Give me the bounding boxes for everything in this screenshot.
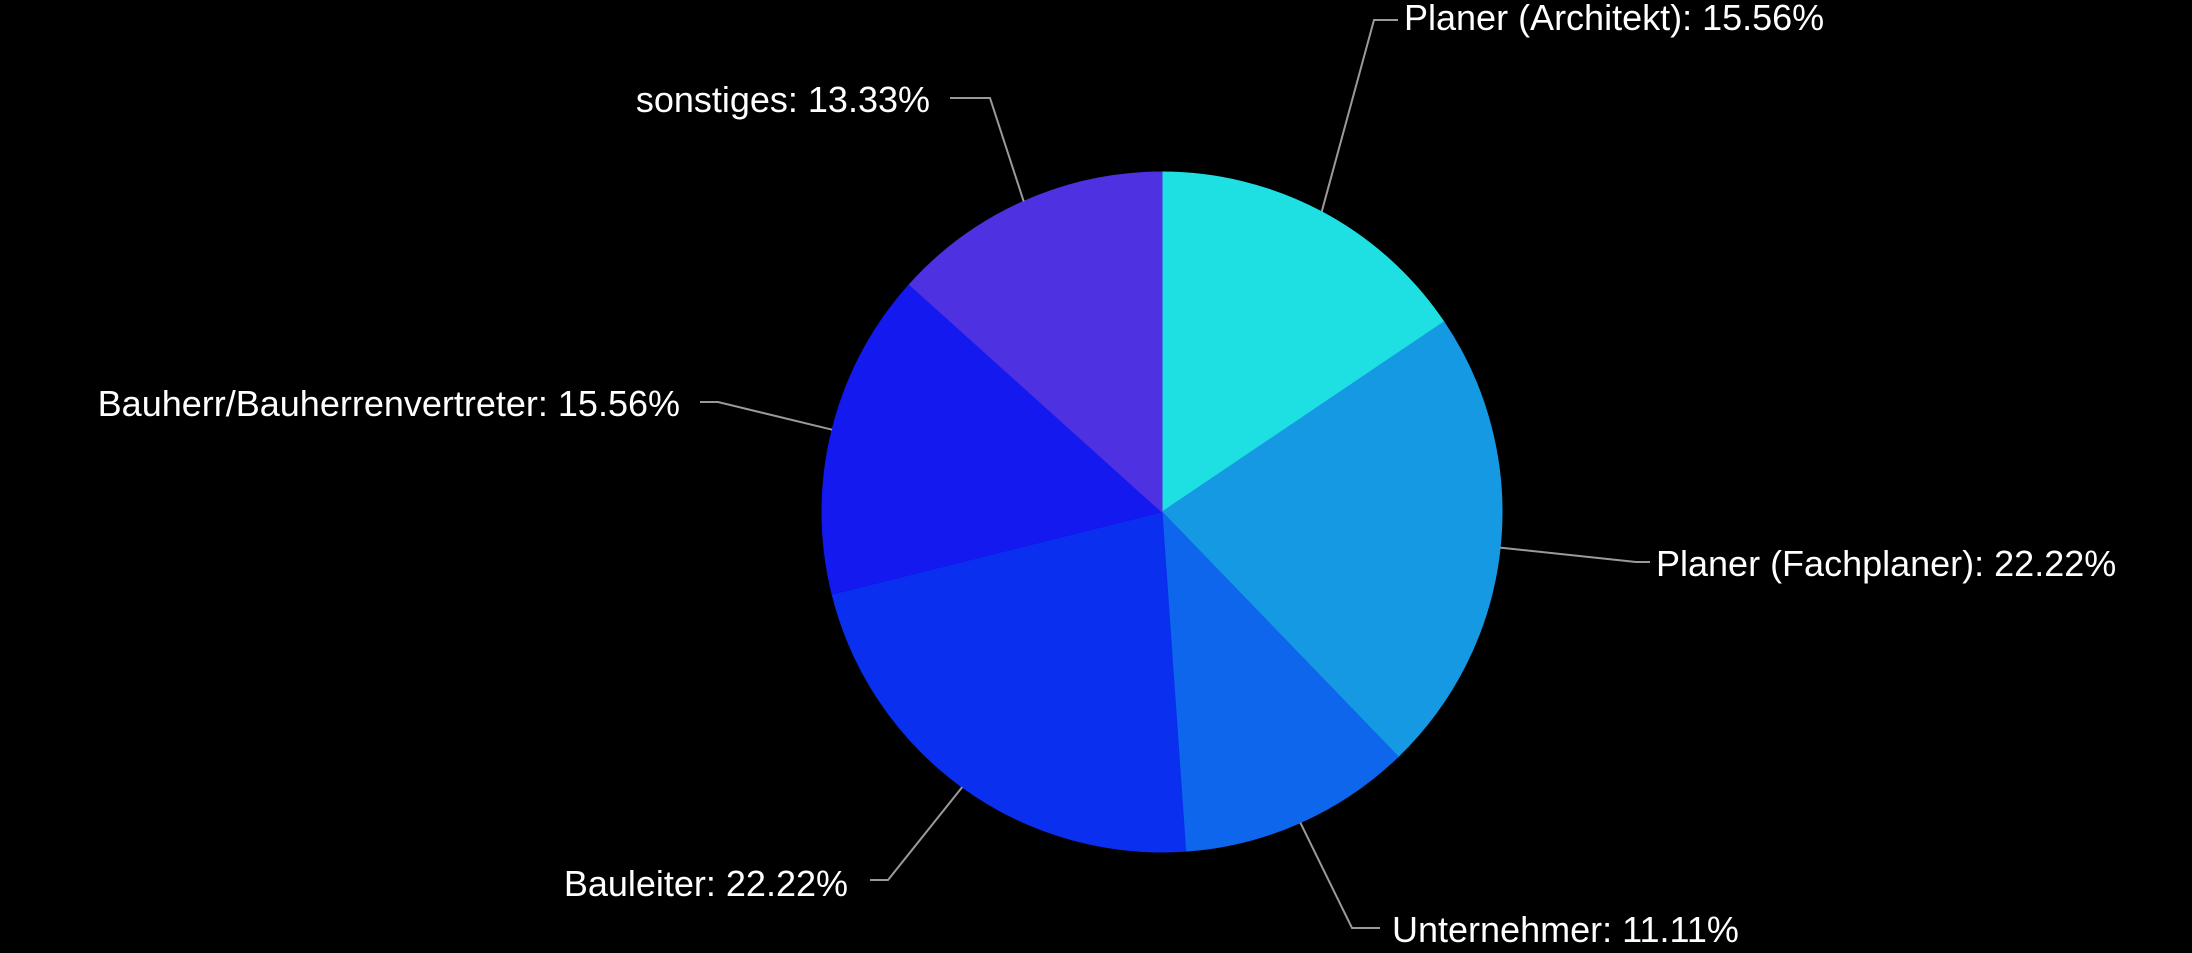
pie-slice-sonstiges bbox=[908, 171, 1163, 514]
leader-line-unternehmer bbox=[1299, 822, 1380, 929]
leader-line-sonstiges bbox=[950, 97, 1025, 202]
pie-slice-planer-architekt bbox=[1161, 171, 1445, 513]
leader-line-planer-fachplaner bbox=[1499, 546, 1650, 563]
pie-slices bbox=[821, 171, 1503, 853]
leader-line-bauherr-bauherrenvertreter bbox=[700, 401, 833, 431]
leader-line-planer-architekt bbox=[1320, 19, 1398, 213]
slice-label-bauherr-bauherrenvertreter: Bauherr/Bauherrenvertreter: 15.56% bbox=[98, 383, 680, 424]
leader-lines bbox=[700, 19, 1650, 929]
slice-label-unternehmer: Unternehmer: 11.11% bbox=[1392, 909, 1739, 950]
pie-slice-planer-fachplaner bbox=[1161, 321, 1503, 758]
pie-slice-bauleiter bbox=[831, 511, 1187, 853]
leader-line-bauleiter bbox=[870, 786, 963, 881]
slice-labels: Planer (Architekt): 15.56% Planer (Fachpl… bbox=[98, 0, 2117, 950]
slice-label-planer-architekt: Planer (Architekt): 15.56% bbox=[1404, 0, 1824, 38]
slice-label-sonstiges: sonstiges: 13.33% bbox=[636, 79, 930, 120]
pie-slice-unternehmer bbox=[1161, 510, 1399, 852]
pie-slice-bauherr-bauherrenvertreter bbox=[821, 283, 1164, 595]
slice-label-planer-fachplaner: Planer (Fachplaner): 22.22% bbox=[1656, 543, 2116, 584]
slice-label-bauleiter: Bauleiter: 22.22% bbox=[564, 863, 848, 904]
